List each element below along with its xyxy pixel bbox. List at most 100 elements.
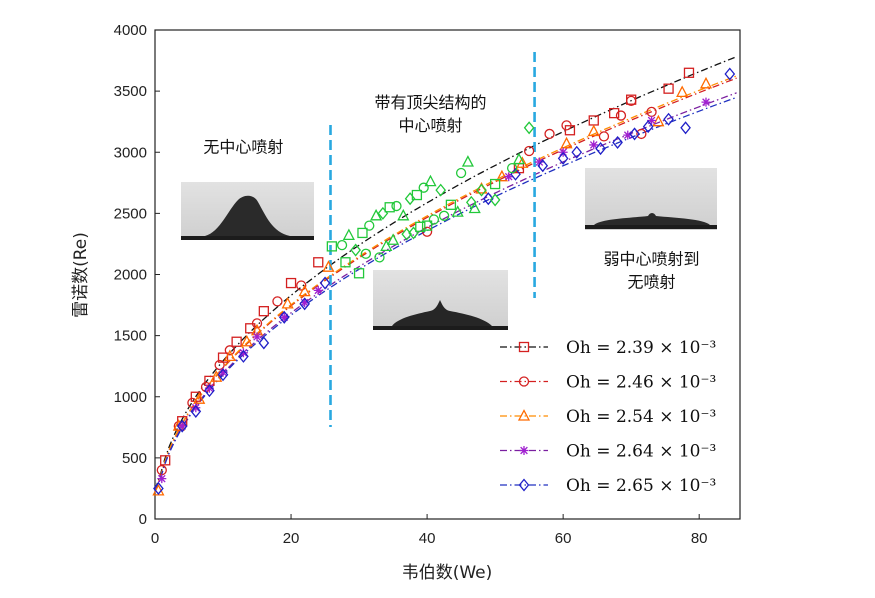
- legend-marker: [519, 446, 529, 455]
- data-point: [313, 285, 323, 295]
- data-point: [296, 280, 307, 291]
- data-point: [281, 296, 294, 309]
- data-point: [626, 95, 637, 107]
- droplet-image-center-jet: [373, 270, 508, 330]
- data-point: [571, 145, 583, 159]
- legend-marker: [517, 409, 531, 421]
- data-point: [224, 345, 235, 356]
- data-point: [357, 227, 368, 239]
- droplet-image-weak-jet: [585, 168, 717, 230]
- data-point: [176, 419, 188, 433]
- data-point: [701, 97, 711, 107]
- data-point: [177, 421, 187, 431]
- data-point: [369, 208, 383, 221]
- y-tick-label: 500: [122, 450, 147, 467]
- data-point: [523, 121, 535, 135]
- regime-label: 带有顶尖结构的: [374, 93, 486, 112]
- x-tick-label: 40: [419, 530, 436, 547]
- data-point: [663, 112, 674, 126]
- data-point: [313, 257, 324, 268]
- data-point: [516, 156, 529, 168]
- x-tick-label: 20: [283, 530, 300, 547]
- data-point: [285, 277, 297, 289]
- data-point: [588, 115, 599, 126]
- data-markers: [152, 67, 736, 496]
- data-point: [258, 336, 270, 350]
- legend-label: Oh = 2.64 × 10⁻³: [566, 442, 716, 462]
- y-tick-label: 1000: [114, 389, 147, 406]
- data-point: [676, 85, 689, 97]
- data-point: [231, 336, 242, 347]
- data-point: [699, 76, 713, 89]
- x-tick-label: 60: [555, 530, 572, 547]
- y-tick-label: 0: [139, 511, 147, 528]
- data-point: [204, 384, 215, 398]
- data-point: [204, 383, 214, 393]
- y-axis-label: 雷诺数(Re): [71, 232, 91, 318]
- data-point: [461, 155, 474, 167]
- data-point: [468, 201, 481, 214]
- data-point: [424, 174, 437, 187]
- data-point: [350, 243, 362, 257]
- data-point: [595, 142, 606, 156]
- data-point: [663, 83, 674, 94]
- data-point: [190, 404, 202, 418]
- data-point: [384, 202, 395, 213]
- data-point: [322, 260, 335, 272]
- legend-marker: [518, 341, 530, 353]
- data-point: [589, 140, 599, 150]
- data-point: [506, 162, 518, 174]
- x-tick-label: 0: [151, 530, 159, 547]
- data-point: [612, 135, 623, 149]
- y-tick-label: 2500: [114, 205, 147, 222]
- data-point: [342, 228, 355, 241]
- data-point: [465, 195, 477, 209]
- data-point: [544, 128, 555, 140]
- y-tick-label: 1500: [114, 328, 147, 345]
- data-point: [561, 120, 572, 131]
- data-point: [534, 157, 544, 167]
- y-axis-ticks: 0 500 1000 1500 2000 2500 3000 3500 4000: [114, 22, 160, 528]
- data-point: [636, 128, 647, 140]
- data-point: [157, 474, 167, 484]
- data-point: [451, 205, 464, 217]
- data-point: [482, 192, 494, 206]
- data-point: [523, 145, 535, 157]
- data-point: [223, 349, 236, 362]
- y-tick-label: 2000: [114, 267, 147, 284]
- data-point: [404, 192, 416, 206]
- legend: Oh = 2.39 × 10⁻³ Oh = 2.46 × 10⁻³ Oh = 2.5…: [500, 338, 716, 496]
- data-point: [391, 200, 402, 212]
- data-point: [680, 121, 691, 135]
- data-point: [455, 167, 467, 179]
- data-point: [374, 252, 385, 263]
- droplet-image-no-jet: [181, 182, 314, 240]
- data-point: [489, 193, 501, 207]
- data-point: [629, 127, 640, 141]
- legend-label: Oh = 2.54 × 10⁻³: [566, 407, 716, 427]
- data-point: [153, 481, 164, 495]
- data-point: [609, 107, 620, 119]
- data-point: [408, 226, 419, 240]
- legend-marker: [518, 478, 530, 492]
- data-point: [445, 199, 457, 210]
- data-point: [364, 220, 375, 231]
- data-point: [238, 349, 249, 363]
- data-point: [336, 240, 348, 251]
- data-point: [387, 233, 400, 245]
- data-point: [615, 110, 627, 121]
- fit-curve-2.39: [154, 56, 737, 490]
- data-point: [560, 136, 573, 149]
- data-point: [724, 67, 736, 81]
- y-tick-label: 4000: [114, 22, 147, 39]
- data-point: [278, 310, 290, 324]
- data-point: [217, 368, 229, 382]
- data-point: [421, 220, 433, 231]
- data-point: [557, 151, 569, 165]
- data-point: [251, 318, 263, 329]
- data-point: [642, 120, 654, 134]
- data-point: [218, 367, 228, 377]
- data-point: [326, 241, 338, 252]
